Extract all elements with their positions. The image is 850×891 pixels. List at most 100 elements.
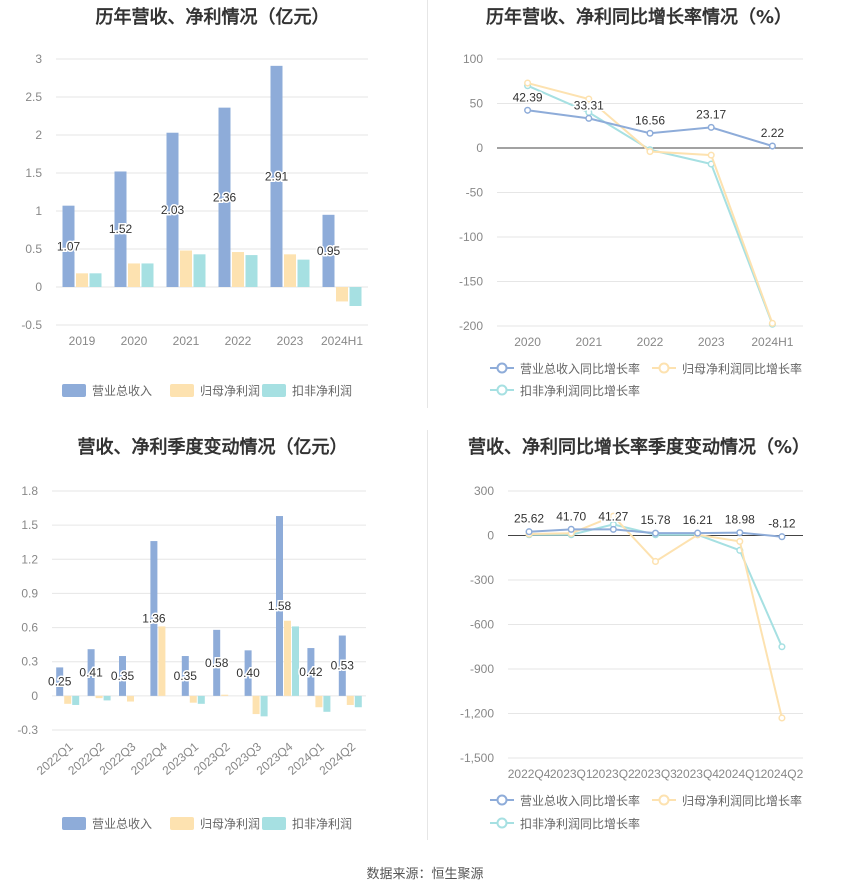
y-tick-label: -1,500 <box>460 751 494 765</box>
y-tick-label: 0.6 <box>21 621 38 635</box>
bar-revenue <box>87 649 95 696</box>
bar-revenue <box>276 516 283 696</box>
y-tick-label: 50 <box>470 97 484 111</box>
data-point <box>646 148 654 156</box>
y-tick-label: 1.2 <box>21 552 38 566</box>
bar-revenue <box>56 667 64 696</box>
data-point <box>585 114 593 122</box>
bar-revenue <box>150 541 158 696</box>
panel-divider-bottom <box>427 430 428 840</box>
legend-circle-marker <box>496 384 508 396</box>
y-tick-label: -900 <box>470 662 494 676</box>
data-point <box>736 537 744 545</box>
y-tick-label: 0.3 <box>21 655 38 669</box>
data-point <box>707 151 715 159</box>
data-label: 23.17 <box>696 107 726 121</box>
bar-deducted-profit <box>89 273 102 287</box>
bar-net-profit <box>252 695 260 715</box>
y-tick-label: 100 <box>463 52 483 66</box>
data-point <box>707 123 715 131</box>
legend-label: 归母净利润同比增长率 <box>682 361 802 376</box>
legend-swatch <box>62 817 86 830</box>
bar-deducted-profit <box>72 695 80 705</box>
legend-label: 营业总收入 <box>92 384 152 398</box>
legend-swatch <box>62 384 86 397</box>
legend-label: 扣非净利润 <box>292 384 352 398</box>
series-line-deducted-profit-growth <box>529 523 783 648</box>
series-line-net-profit-growth <box>529 515 783 719</box>
y-tick-label: -1,200 <box>460 707 494 721</box>
y-tick-label: 300 <box>474 484 494 498</box>
bar-deducted-profit <box>245 255 258 287</box>
y-tick-label: -300 <box>470 573 494 587</box>
annual-growth-rate-chart: 历年营收、净利同比增长率情况（%） 100 50 0 -50 -100 -150 -200 4… <box>428 0 850 410</box>
bar-revenue <box>244 650 252 696</box>
bar-revenue <box>114 171 127 287</box>
data-point <box>778 714 786 722</box>
data-label: 1.07 <box>57 239 81 253</box>
quarterly-revenue-profit-chart: 营收、净利季度变动情况（亿元） 1.8 1.5 1.2 0.9 0.6 0.3 0 -0.3 0… <box>0 430 425 850</box>
bar-deducted-profit <box>193 254 206 287</box>
data-label: 0.25 <box>48 675 72 689</box>
legend-label: 扣非净利润同比增长率 <box>520 816 640 831</box>
quarter-bar-svg: 1.81.51.20.90.60.30-0.30.252022Q10.41202… <box>17 484 366 831</box>
bar-deducted-profit <box>354 695 362 708</box>
data-label: 0.58 <box>205 656 229 670</box>
data-point <box>524 79 532 87</box>
y-tick-label: -0.3 <box>17 723 38 737</box>
y-tick-label: 1.5 <box>21 518 38 532</box>
chart-title: 历年营收、净利同比增长率情况（%） <box>485 7 793 28</box>
y-tick-label: 0 <box>31 689 38 703</box>
bar-net-profit <box>158 626 166 696</box>
legend-label: 归母净利润 <box>200 817 260 831</box>
x-tick-label: 2021 <box>575 335 602 349</box>
bar-revenue <box>338 635 346 696</box>
data-label: 1.36 <box>142 611 166 625</box>
y-tick-label: 0.9 <box>21 586 38 600</box>
legend-circle-marker <box>496 362 508 374</box>
legend-label: 营业总收入 <box>92 817 152 831</box>
data-label: 0.41 <box>79 666 103 680</box>
legend-label: 营业总收入同比增长率 <box>520 793 640 808</box>
y-tick-label: -0.5 <box>21 318 42 332</box>
y-tick-label: -600 <box>470 618 494 632</box>
bar-net-profit <box>76 273 88 287</box>
y-tick-label: -100 <box>459 230 483 244</box>
legend-label: 扣非净利润 <box>292 817 352 831</box>
y-tick-label: 2.5 <box>25 90 42 104</box>
legend-circle-marker <box>658 794 670 806</box>
bar-revenue <box>218 107 231 287</box>
annual-line-svg: 100 50 0 -50 -100 -150 -200 42.39 33.31 16.56 23.1… <box>459 52 803 398</box>
data-label: 25.62 <box>514 512 544 526</box>
quarter-line-svg: 300 0 -300 -600 -900 -1,200 -1,500 25.62 41.70 41… <box>460 484 804 831</box>
data-label: 15.78 <box>640 513 670 527</box>
x-tick-label: 2022 <box>637 335 664 349</box>
data-label: 18.98 <box>725 513 755 527</box>
y-tick-label: -150 <box>459 275 483 289</box>
y-tick-label: 0 <box>476 141 483 155</box>
x-tick-label: 2024Q2 <box>761 767 804 781</box>
data-point <box>646 129 654 137</box>
y-tick-label: 0 <box>487 529 494 543</box>
x-tick-label: 2024H1 <box>321 334 363 348</box>
data-label: -8.12 <box>768 517 796 531</box>
data-label: 2.36 <box>213 190 237 204</box>
data-point <box>694 529 702 537</box>
y-tick-label: 1.8 <box>21 484 38 498</box>
bar-net-profit <box>127 695 134 702</box>
annual-bar-svg: 3 2.5 2 1.5 1 0.5 0 -0.5 1.07 2019 1.52 2020 2.03 202… <box>21 52 368 398</box>
data-point <box>609 512 617 520</box>
x-tick-label: 2021 <box>173 334 200 348</box>
x-tick-label: 2020 <box>514 335 541 349</box>
data-point <box>585 95 593 103</box>
bar-revenue <box>270 65 283 287</box>
data-label: 16.56 <box>635 113 665 127</box>
data-point <box>651 529 660 537</box>
x-tick-label: 2023 <box>698 335 725 349</box>
y-tick-label: 1 <box>35 204 42 218</box>
x-tick-label: 2019 <box>69 334 96 348</box>
data-label: 16.21 <box>683 513 713 527</box>
data-label: 1.58 <box>268 599 292 613</box>
x-tick-label: 2024Q1 <box>718 767 761 781</box>
legend-label: 扣非净利润同比增长率 <box>520 383 640 398</box>
